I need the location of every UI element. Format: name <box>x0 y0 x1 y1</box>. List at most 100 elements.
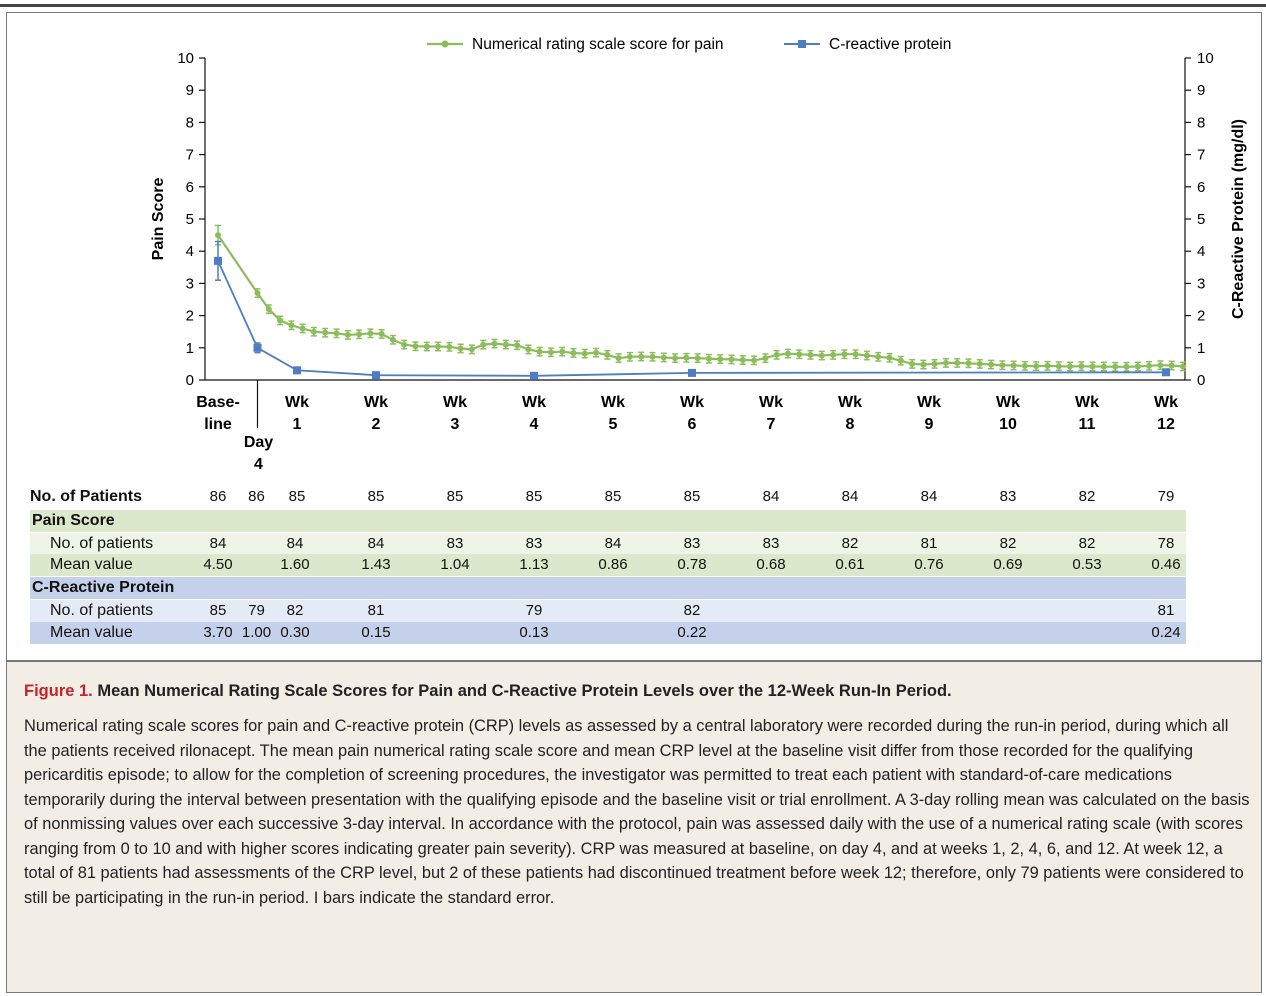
pain-data-point <box>423 343 430 350</box>
pain-data-point <box>649 353 656 360</box>
pain-data-point <box>784 350 791 357</box>
pain-data-point <box>299 325 306 332</box>
pain-data-point <box>1078 363 1085 370</box>
crp-data-point <box>372 371 380 380</box>
x-tick-label: line <box>204 416 232 433</box>
table-cell: 86 <box>248 488 265 505</box>
right-tick-label: 0 <box>1197 372 1205 389</box>
table-cell: 0.61 <box>835 556 865 573</box>
x-tick-label: Wk <box>1154 394 1178 411</box>
pain-data-point <box>435 343 442 350</box>
pain-data-point <box>1112 363 1119 370</box>
table-cell: 84 <box>604 535 622 552</box>
pain-data-point <box>593 349 600 356</box>
table-cell: 83 <box>525 535 543 552</box>
figure-title: Mean Numerical Rating Scale Scores for P… <box>92 682 952 700</box>
x-tick-label: 9 <box>925 416 934 433</box>
right-tick-label: 10 <box>1197 50 1214 67</box>
legend-crp-label: C-reactive protein <box>829 36 951 53</box>
x-tick-label: 6 <box>688 416 697 433</box>
table-cell: 81 <box>920 535 938 552</box>
table-cell: 0.15 <box>361 624 391 641</box>
pain-data-point <box>265 306 272 313</box>
pain-data-point <box>581 350 588 357</box>
table-cell: 0.46 <box>1151 556 1181 573</box>
table-row-pain-mean: Mean value 4.50 1.60 1.43 1.04 1.13 0.86 0.78 0… <box>30 554 1186 576</box>
pain-data-point <box>694 355 701 362</box>
crp-data-point <box>530 371 538 380</box>
pain-series-line <box>217 234 1183 368</box>
table-cell: 4.50 <box>203 556 233 573</box>
table-cell: 78 <box>1157 535 1175 552</box>
left-tick-label: 3 <box>186 275 194 292</box>
y-axis-label-left: Pain Score <box>150 178 167 261</box>
table-cell: 84 <box>920 488 938 505</box>
x-tick-label: Wk <box>680 394 704 411</box>
caption-body: Numerical rating scale scores for pain a… <box>24 717 1250 907</box>
crp-data-point <box>253 343 262 352</box>
table-cell: 85 <box>525 488 543 505</box>
pain-data-point <box>559 348 566 355</box>
right-tick-label: 2 <box>1197 308 1205 325</box>
pain-data-point <box>660 354 667 361</box>
pain-data-point <box>468 346 475 353</box>
pain-data-point <box>818 352 825 359</box>
legend-pain-swatch-marker <box>441 40 449 48</box>
table-row-crp-n: No. of patients 85 79 82 81 79 82 81 <box>30 600 1186 622</box>
pain-data-point <box>773 351 780 358</box>
table-cell: 79 <box>248 602 265 619</box>
table-cell: 1.00 <box>241 624 272 641</box>
pain-data-point <box>502 341 509 348</box>
pain-data-point <box>378 330 385 337</box>
table-cell: 81 <box>367 602 385 619</box>
table-cell: 82 <box>1078 488 1096 505</box>
pain-data-point <box>683 354 690 361</box>
y-axis-label-right: C-Reactive Protein (mg/dl) <box>1230 119 1247 319</box>
crp-data-point <box>214 256 222 265</box>
figure-caption: Figure 1. Mean Numerical Rating Scale Sc… <box>6 660 1262 993</box>
pain-n-label: No. of patients <box>50 535 154 552</box>
right-tick-label: 8 <box>1197 114 1205 131</box>
table-cell: 83 <box>999 488 1017 505</box>
table-cell: 0.68 <box>756 556 786 573</box>
pain-data-point <box>999 362 1006 369</box>
right-tick-label: 7 <box>1197 147 1205 164</box>
pain-data-point <box>1146 362 1153 369</box>
crp-header: C-Reactive Protein <box>32 579 175 596</box>
table-cell: 84 <box>367 535 385 552</box>
table-cell: 82 <box>1078 535 1096 552</box>
pain-data-point <box>389 336 396 343</box>
x-tick-label: 4 <box>254 456 263 473</box>
crp-data-point <box>1162 368 1170 377</box>
pain-data-point <box>796 351 803 358</box>
pain-data-point <box>547 349 554 356</box>
pain-data-point <box>1033 363 1040 370</box>
pain-data-point <box>830 351 837 358</box>
table-cell: 1.60 <box>280 556 310 573</box>
x-tick-label: Wk <box>285 394 309 411</box>
crp-data-point <box>688 368 696 377</box>
x-tick-label: 4 <box>530 416 539 433</box>
pain-data-point <box>672 355 679 362</box>
x-tick-label: Base- <box>196 394 240 411</box>
pain-mean-label: Mean value <box>50 556 133 573</box>
x-tick-label: 10 <box>999 416 1017 433</box>
table-cell: 83 <box>446 535 464 552</box>
pain-data-point <box>638 353 645 360</box>
table-cell: 82 <box>999 535 1017 552</box>
left-tick-label: 10 <box>177 50 194 67</box>
pain-data-point <box>1157 362 1164 369</box>
pain-data-point <box>717 356 724 363</box>
right-tick-label: 9 <box>1197 82 1205 99</box>
pain-data-point <box>615 355 622 362</box>
top-rule <box>0 4 1266 7</box>
x-tick-label: 8 <box>846 416 855 433</box>
table-cell: 84 <box>209 535 227 552</box>
left-tick-label: 5 <box>186 211 194 228</box>
pain-data-point <box>254 290 261 297</box>
table-cell: 1.43 <box>361 556 391 573</box>
x-tick-label: 11 <box>1079 416 1096 433</box>
table-cell: 0.76 <box>914 556 944 573</box>
pain-data-point <box>401 341 408 348</box>
x-tick-label: 2 <box>372 416 381 433</box>
